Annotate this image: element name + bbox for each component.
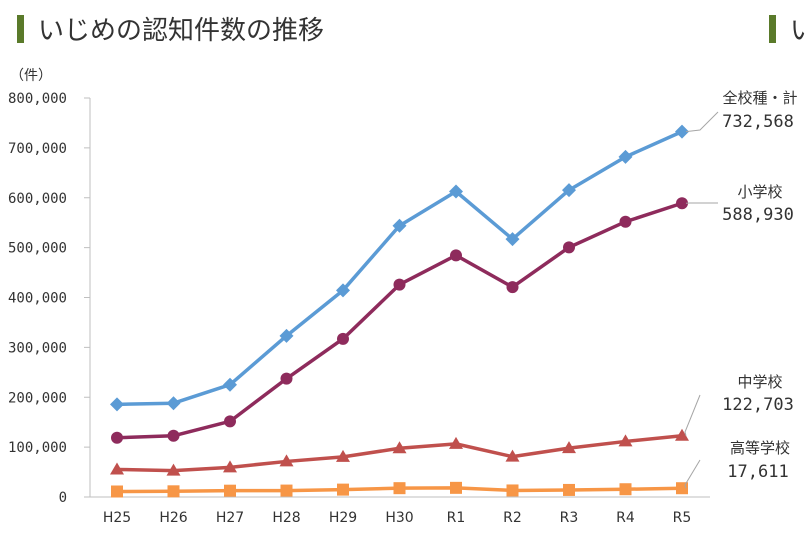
y-tick-label: 0 [59, 490, 67, 506]
series-2 [110, 428, 689, 476]
y-tick-label: 700,000 [8, 141, 67, 157]
x-tick-label: R2 [503, 510, 522, 526]
x-tick-label: R1 [447, 510, 466, 526]
data-point [506, 281, 519, 294]
y-axis: 0 100,000 200,000 300,000 400,000 500,000 600,… [8, 91, 91, 506]
data-point [167, 429, 180, 442]
data-point [449, 184, 463, 199]
annotation-leader-line [685, 111, 719, 133]
data-point [392, 218, 407, 233]
series-name-label: 小学校 [737, 183, 782, 201]
y-tick-label: 600,000 [8, 191, 67, 207]
data-point [450, 481, 462, 494]
series-name-label: 中学校 [737, 373, 782, 391]
data-point [450, 249, 462, 262]
series-annotations: 全校種・計 732,568 小学校 588,930 中学校 122,703 高等学校 17,6… [684, 89, 798, 489]
data-point [336, 283, 350, 298]
page-title: いじめの認知件数の推移 [38, 16, 325, 46]
x-tick-label: R5 [673, 510, 692, 526]
data-point [279, 454, 294, 467]
series-value-label: 732,568 [722, 112, 794, 132]
page-title-right: い [790, 16, 807, 46]
data-point [563, 483, 575, 496]
data-point [280, 372, 293, 385]
data-point [111, 431, 123, 444]
y-tick-label: 100,000 [8, 440, 67, 456]
data-point [505, 449, 520, 462]
data-point [675, 428, 689, 441]
series-group [110, 124, 689, 498]
data-point [337, 483, 349, 496]
data-point [563, 241, 575, 254]
data-point [619, 215, 632, 228]
annotation-leader-line [684, 459, 701, 489]
data-point [619, 483, 632, 496]
series-value-label: 17,611 [727, 462, 788, 482]
x-tick-label: H26 [159, 510, 187, 526]
data-point [393, 278, 406, 291]
x-axis: H25 H26 H27 H28 H29 H30 R1 R2 R3 R4 R5 [90, 496, 710, 526]
series-value-label: 588,930 [722, 205, 794, 225]
x-tick-label: H27 [216, 510, 244, 526]
y-tick-label: 300,000 [8, 340, 67, 356]
data-point [505, 232, 520, 247]
data-point [449, 436, 463, 449]
data-point [506, 484, 519, 497]
title-accent-bar-right [769, 15, 776, 43]
data-point [111, 485, 123, 498]
x-tick-label: H30 [385, 510, 413, 526]
data-point [676, 482, 688, 495]
series-name-label: 高等学校 [730, 439, 790, 457]
x-tick-label: H25 [103, 510, 131, 526]
y-tick-label: 200,000 [8, 390, 67, 406]
series-value-label: 122,703 [722, 395, 794, 415]
x-tick-label: R3 [560, 510, 579, 526]
data-point [562, 183, 576, 198]
annotation-leader-line [684, 394, 701, 436]
series-3 [111, 481, 688, 498]
data-point [224, 415, 236, 428]
data-point [280, 484, 293, 497]
series-0 [110, 124, 689, 412]
y-axis-unit: （件） [10, 68, 52, 84]
data-point [618, 149, 633, 164]
data-point [562, 441, 576, 454]
series-line [116, 201, 683, 440]
data-point [167, 485, 180, 498]
data-point [393, 482, 406, 495]
data-point [676, 197, 688, 210]
title-accent-bar [17, 15, 24, 43]
data-point [223, 460, 237, 473]
data-point [618, 434, 633, 447]
series-name-label: 全校種・計 [722, 89, 797, 107]
data-point [337, 332, 349, 345]
series-line [116, 130, 683, 407]
data-point [110, 462, 124, 475]
data-point [392, 441, 407, 454]
data-point [110, 397, 124, 412]
data-point [675, 124, 689, 139]
data-point [223, 377, 237, 392]
data-point [224, 484, 236, 497]
x-tick-label: R4 [616, 510, 635, 526]
y-tick-label: 800,000 [8, 91, 67, 107]
x-tick-label: H28 [272, 510, 300, 526]
series-1 [111, 197, 688, 444]
data-point [166, 396, 181, 411]
y-tick-label: 400,000 [8, 291, 67, 307]
data-point [279, 328, 294, 343]
data-point [166, 463, 181, 476]
x-tick-label: H29 [329, 510, 357, 526]
data-point [336, 449, 350, 462]
y-tick-label: 500,000 [8, 241, 67, 257]
